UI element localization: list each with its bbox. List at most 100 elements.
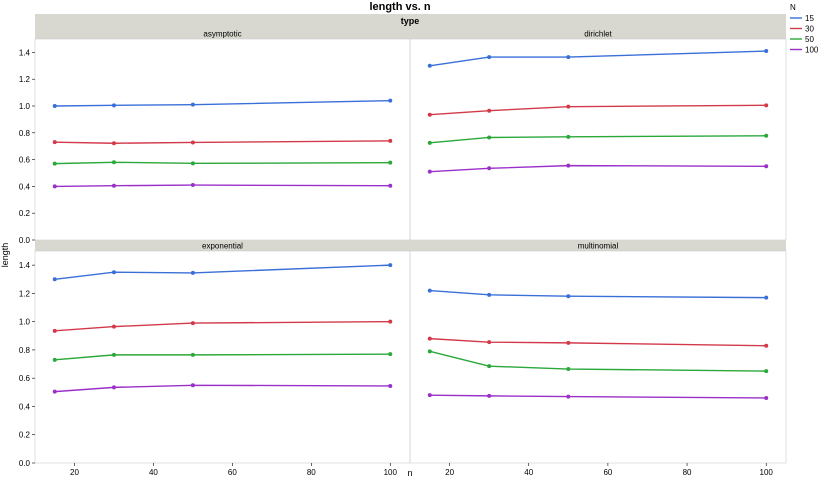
data-point-30 xyxy=(52,328,57,333)
data-point-100 xyxy=(52,389,57,394)
data-point-50 xyxy=(487,364,492,369)
series-line-100 xyxy=(429,164,767,173)
data-point-15 xyxy=(388,98,393,103)
series-line-50 xyxy=(429,135,767,144)
facet-header-strip xyxy=(35,14,786,28)
y-tick-label: 0.6 xyxy=(19,156,31,165)
series-line-50 xyxy=(54,353,391,361)
data-point-30 xyxy=(111,324,116,329)
panel-frame xyxy=(409,250,787,464)
data-point-30 xyxy=(388,138,393,143)
chart-title: length vs. n xyxy=(369,1,430,13)
y-axis-label: length xyxy=(0,243,10,268)
y-tick-label: 0.4 xyxy=(19,182,31,191)
data-point-100 xyxy=(190,183,195,188)
data-point-30 xyxy=(427,112,432,117)
y-tick-label: 0.4 xyxy=(19,402,31,411)
panel-label: multinomial xyxy=(578,242,619,251)
data-point-30 xyxy=(566,340,571,345)
series-line-15 xyxy=(429,50,767,67)
panels-group: asymptotic 0.0 0.2 0.4 0.6 0.8 1.0 1.2 1.4 dirich… xyxy=(19,28,787,477)
data-point-50 xyxy=(427,349,432,354)
data-point-100 xyxy=(427,393,432,398)
data-point-30 xyxy=(566,104,571,109)
data-point-100 xyxy=(487,393,492,398)
y-tick-label: 1.2 xyxy=(19,289,31,298)
panel-label: asymptotic xyxy=(203,30,241,39)
data-point-30 xyxy=(764,103,769,108)
panel-strip xyxy=(410,28,786,39)
series-line-100 xyxy=(429,394,767,399)
legend-label-30: 30 xyxy=(805,25,814,34)
panel-multinomial: multinomial 20 40 60 80 100 xyxy=(409,240,787,477)
data-point-15 xyxy=(427,63,432,68)
x-tick-label: 40 xyxy=(149,468,158,477)
data-point-30 xyxy=(487,108,492,113)
data-point-50 xyxy=(566,367,571,372)
data-point-50 xyxy=(388,160,393,165)
data-point-15 xyxy=(111,270,116,275)
data-point-15 xyxy=(111,103,116,108)
x-tick-label: 60 xyxy=(603,468,612,477)
data-point-50 xyxy=(190,161,195,166)
data-point-50 xyxy=(388,352,393,357)
data-point-30 xyxy=(190,321,195,326)
data-point-30 xyxy=(487,340,492,345)
x-tick-label: 20 xyxy=(445,468,454,477)
data-point-15 xyxy=(764,295,769,300)
data-point-15 xyxy=(764,49,769,54)
data-point-15 xyxy=(52,277,57,282)
x-tick-label: 60 xyxy=(228,468,237,477)
data-point-30 xyxy=(190,140,195,145)
data-point-50 xyxy=(566,134,571,139)
y-tick-label: 0.2 xyxy=(19,209,31,218)
y-tick-label: 0.2 xyxy=(19,431,31,440)
y-tick-label: 1.0 xyxy=(19,318,31,327)
x-tick-label: 100 xyxy=(760,468,774,477)
legend-label-100: 100 xyxy=(805,46,819,55)
data-point-50 xyxy=(487,135,492,140)
x-tick-label: 80 xyxy=(307,468,316,477)
y-tick-label: 1.4 xyxy=(19,261,31,270)
x-tick-label: 20 xyxy=(70,468,79,477)
data-point-30 xyxy=(111,141,116,146)
data-point-50 xyxy=(52,161,57,166)
data-point-50 xyxy=(52,357,57,362)
data-point-15 xyxy=(52,104,57,108)
x-tick-label: 80 xyxy=(683,468,692,477)
panel-asymptotic: asymptotic 0.0 0.2 0.4 0.6 0.8 1.0 1.2 1.4 xyxy=(19,28,411,245)
data-point-100 xyxy=(111,183,116,188)
y-tick-label: 0.8 xyxy=(19,346,31,355)
series-line-100 xyxy=(54,384,391,393)
legend-label-15: 15 xyxy=(805,14,814,23)
y-tick-label: 1.0 xyxy=(19,102,31,111)
y-tick-label: 0.6 xyxy=(19,374,31,383)
series-line-30 xyxy=(54,140,391,144)
facet-header-label: type xyxy=(401,16,420,26)
data-point-100 xyxy=(111,385,116,390)
data-point-50 xyxy=(764,369,769,374)
series-line-15 xyxy=(54,264,391,280)
panel-label: dirichlet xyxy=(584,30,612,39)
data-point-30 xyxy=(764,343,769,348)
data-point-100 xyxy=(388,383,393,388)
series-line-100 xyxy=(54,184,391,188)
data-point-15 xyxy=(190,102,195,107)
data-point-15 xyxy=(427,288,432,293)
y-tick-label: 1.2 xyxy=(19,75,31,84)
data-point-100 xyxy=(427,169,432,174)
legend-title: N xyxy=(790,3,796,12)
panel-frame xyxy=(34,38,411,241)
series-line-15 xyxy=(54,99,391,107)
data-point-50 xyxy=(111,352,116,357)
data-point-100 xyxy=(764,395,769,400)
panel-label: exponential xyxy=(202,242,243,251)
series-line-15 xyxy=(429,289,767,299)
panel-strip xyxy=(410,240,786,251)
data-point-50 xyxy=(764,133,769,138)
data-point-100 xyxy=(52,184,57,189)
panel-exponential: exponential 0.0 0.2 0.4 0.6 0.8 1.0 1.2 1.4 20 40 6… xyxy=(19,240,411,477)
series-line-30 xyxy=(429,104,767,116)
